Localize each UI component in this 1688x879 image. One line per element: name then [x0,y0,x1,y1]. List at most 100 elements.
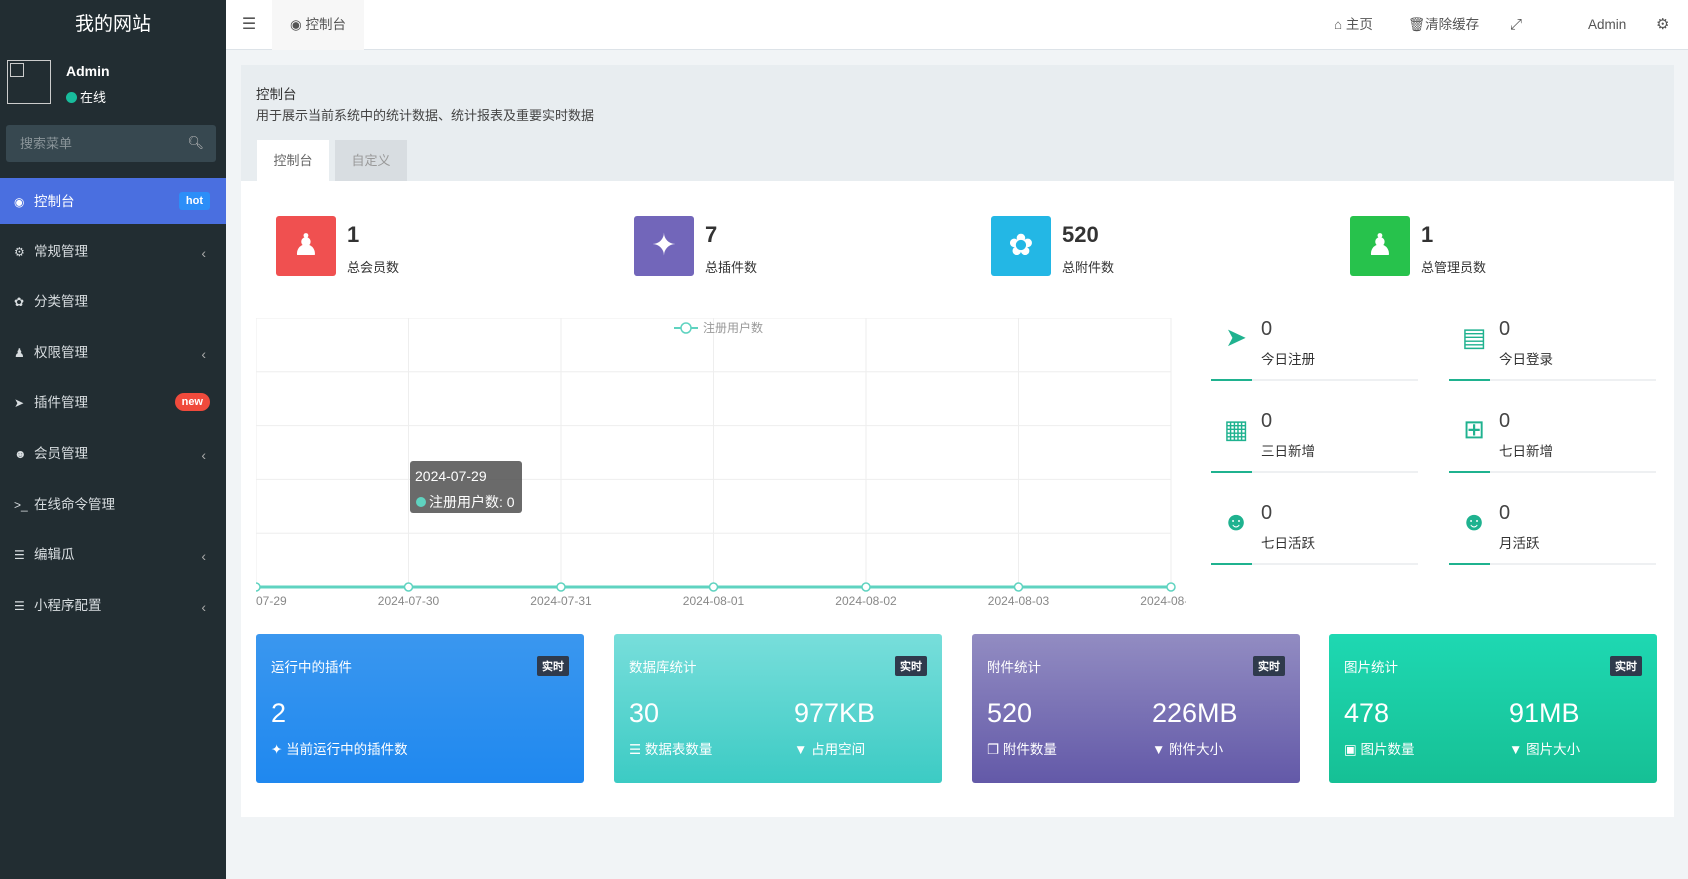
menu-search: 🔍︎ [6,125,216,162]
site-logo[interactable]: 我的网站 [74,14,151,35]
legend-label: 注册用户数 [703,320,763,335]
image-icon: ▣ [1344,742,1357,757]
card-title: 附件统计 [987,660,1041,675]
chevron-left-icon: ‹ [201,447,206,463]
x-tick-label: 2024-07-29 [256,594,287,608]
menu-toggle-icon[interactable]: ☰ [241,16,257,33]
sidebar-item-3[interactable]: ♟ 权限管理 ‹ [0,329,226,376]
user-name: Admin [66,63,110,79]
data-point[interactable] [861,582,871,592]
leaf-icon: ✿ [14,295,25,309]
rocket-icon: ➤ [14,396,25,410]
online-dot-icon [66,92,77,103]
registration-chart: 2024-07-29 2024-07-30 2024-07-31 2024-08-01… [256,318,1186,608]
user-circle-icon: ☻ [1460,506,1488,536]
page-description: 用于展示当前系统中的统计数据、统计报表及重要实时数据 [256,108,595,123]
card-label-2: ▼ 附件大小 [1152,742,1224,757]
side-stat-divider [1211,471,1418,473]
sidebar-item-7[interactable]: ☰ 编辑瓜 ‹ [0,531,226,578]
card-label: ☰ 数据表数量 [629,742,713,757]
broken-image-icon [10,63,24,77]
group-icon: ♟ [14,346,25,360]
sidebar-item-2[interactable]: ✿ 分类管理 [0,278,226,325]
home-icon: ⌂ [1334,17,1343,32]
chevron-left-icon: ‹ [201,548,206,564]
stat-card: 数据库统计 实时 30 ☰ 数据表数量 977KB ▼ 占用空间 [614,634,942,783]
rocket-icon: ➤ [1225,322,1247,352]
tooltip: 2024-07-29 注册用户数: 0 [410,461,522,513]
stat-label: 总管理员数 [1421,260,1487,275]
search-icon[interactable]: 🔍︎ [187,135,204,150]
side-stat-label: 月活跃 [1499,536,1540,551]
data-point[interactable] [256,582,261,592]
card-label-2: ▼ 图片大小 [1509,742,1581,757]
side-stat-label: 三日新增 [1261,444,1315,459]
new-badge: new [174,393,210,411]
sidebar-item-8[interactable]: ☰ 小程序配置 ‹ [0,582,226,629]
side-stat-value: 0 [1261,502,1273,524]
data-point[interactable] [1013,582,1024,592]
data-point[interactable] [403,582,414,592]
stat-value: 1 [347,222,360,247]
realtime-tag: 实时 [1610,656,1642,676]
settings-icon[interactable]: ⚙ [1656,16,1670,33]
calendar-plus-icon: ⊞ [1463,414,1485,444]
calendar-icon: ▦ [1223,414,1249,444]
sidebar-item-5[interactable]: ☻ 会员管理 ‹ [0,430,226,477]
x-tick-label: 2024-08-01 [683,594,745,608]
card-label: ❐ 附件数量 [987,742,1057,757]
sidebar-item-4[interactable]: ➤ 插件管理 new [0,379,226,426]
chevron-left-icon: ‹ [201,599,206,615]
user-menu[interactable]: Admin [1588,17,1627,32]
card-value: 478 [1344,698,1390,728]
stat-label: 总会员数 [347,260,400,275]
magic-icon: ✦ [271,742,283,757]
dashboard-icon: ◉ [289,17,302,32]
user-status: 在线 [66,87,106,106]
leaf-icon: ✿ [991,216,1051,276]
hot-badge: hot [178,192,210,210]
home-link[interactable]: ⌂ 主页 [1334,17,1373,32]
card-title: 运行中的插件 [271,660,352,675]
id-card-icon: ▤ [1461,322,1487,352]
stat-value: 1 [1421,222,1434,247]
card-value: 30 [629,698,660,728]
sidebar-item-0[interactable]: ◉ 控制台 hot [0,178,226,224]
x-tick-label: 2024-08-02 [835,594,897,608]
side-stat-divider [1211,379,1418,381]
card-title: 图片统计 [1344,660,1398,675]
database-icon: ☰ [629,742,642,757]
card-label: ✦ 当前运行中的插件数 [271,742,408,757]
data-point[interactable] [556,582,566,592]
stat-value: 7 [705,222,718,247]
sidebar-item-1[interactable]: ⚙ 常规管理 ‹ [0,228,226,275]
data-point[interactable] [708,582,719,592]
dashboard-icon: ◉ [14,195,25,209]
side-stat-divider [1211,563,1418,565]
x-tick-label: 2024-08-03 [988,594,1050,608]
tab-custom[interactable]: 自定义 [335,140,407,181]
legend-marker[interactable] [680,322,692,334]
sidebar-item-6[interactable]: >_ 在线命令管理 [0,481,226,528]
tab-dashboard[interactable]: ◉ 控制台 [272,0,364,50]
stat-label: 总附件数 [1062,260,1115,275]
x-tick-label: 2024-08-04 [1140,594,1186,608]
card-label-2: ▼ 占用空间 [794,742,866,757]
menu-search-input[interactable] [6,125,176,162]
stat-card: 附件统计 实时 520 ❐ 附件数量 226MB ▼ 附件大小 [972,634,1300,783]
panel-header [241,65,1674,181]
list-icon: ☰ [14,599,25,613]
terminal-icon: >_ [14,498,28,512]
side-stat-value: 0 [1499,502,1511,524]
side-stat-label: 七日新增 [1499,444,1553,459]
fullscreen-icon[interactable]: ⤢ [1510,16,1523,33]
realtime-tag: 实时 [537,656,569,676]
data-point[interactable] [1166,582,1176,592]
clear-cache-button[interactable]: 🗑︎清除缓存 [1408,17,1480,32]
card-value-2: 91MB [1509,698,1580,728]
x-tick-label: 2024-07-31 [530,594,592,608]
avatar [7,60,51,104]
tab-dashboard-panel[interactable]: 控制台 [257,140,329,181]
side-stat-value: 0 [1499,318,1511,340]
top-navbar: ☰ ◉ 控制台 ⌂ 主页 🗑︎清除缓存 ⤢ Admin ⚙ [226,0,1688,50]
